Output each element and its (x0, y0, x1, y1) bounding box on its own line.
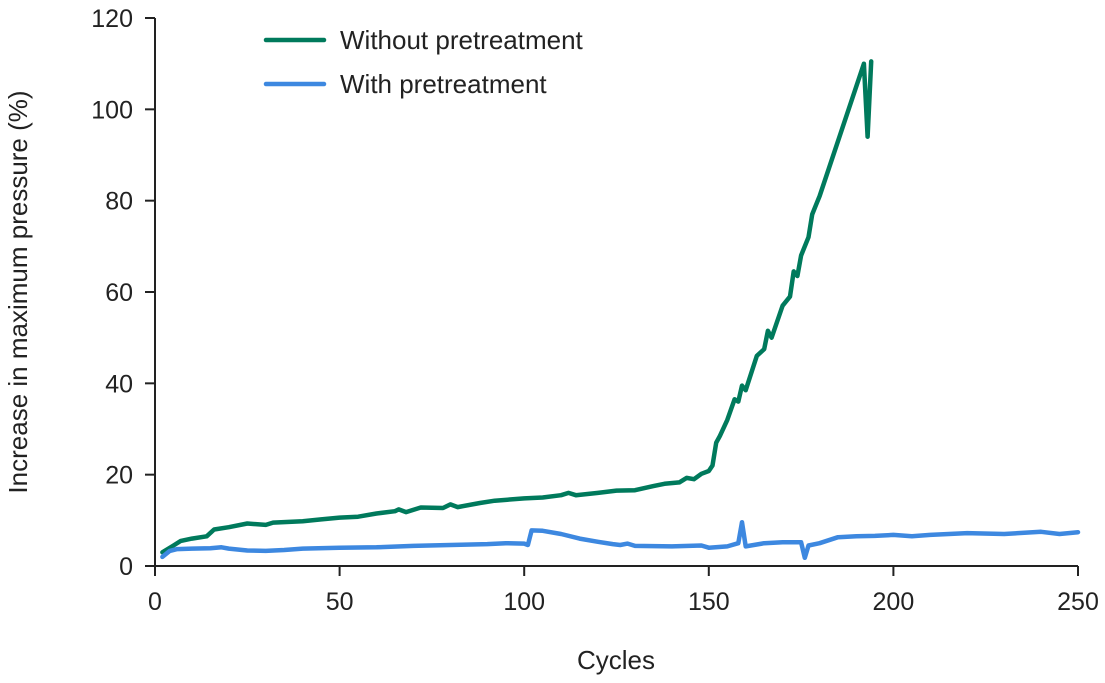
y-tick-label: 80 (105, 188, 133, 216)
legend-label: With pretreatment (340, 69, 547, 99)
y-tick-label: 60 (105, 279, 133, 307)
legend-label: Without pretreatment (340, 25, 584, 55)
y-axis-label: Increase in maximum pressure (%) (3, 90, 33, 493)
series-line-0 (160, 59, 874, 555)
y-tick-label: 20 (105, 462, 133, 490)
x-tick-label: 0 (148, 588, 162, 616)
x-tick-label: 150 (688, 588, 730, 616)
series-group (160, 59, 1081, 561)
y-tick-label: 0 (119, 553, 133, 581)
x-tick-label: 200 (873, 588, 915, 616)
x-tick-label: 100 (503, 588, 545, 616)
x-axis-label: Cycles (577, 645, 655, 675)
axes: 0 50 100 150 200 250 0 20 40 60 80 100 120 (91, 5, 1099, 616)
x-tick-label: 50 (326, 588, 354, 616)
y-tick-label: 120 (91, 5, 133, 33)
series-line-1 (160, 519, 1081, 561)
legend: Without pretreatment With pretreatment (263, 25, 584, 99)
x-tick-label: 250 (1057, 588, 1099, 616)
y-tick-label: 100 (91, 96, 133, 124)
y-tick-label: 40 (105, 370, 133, 398)
